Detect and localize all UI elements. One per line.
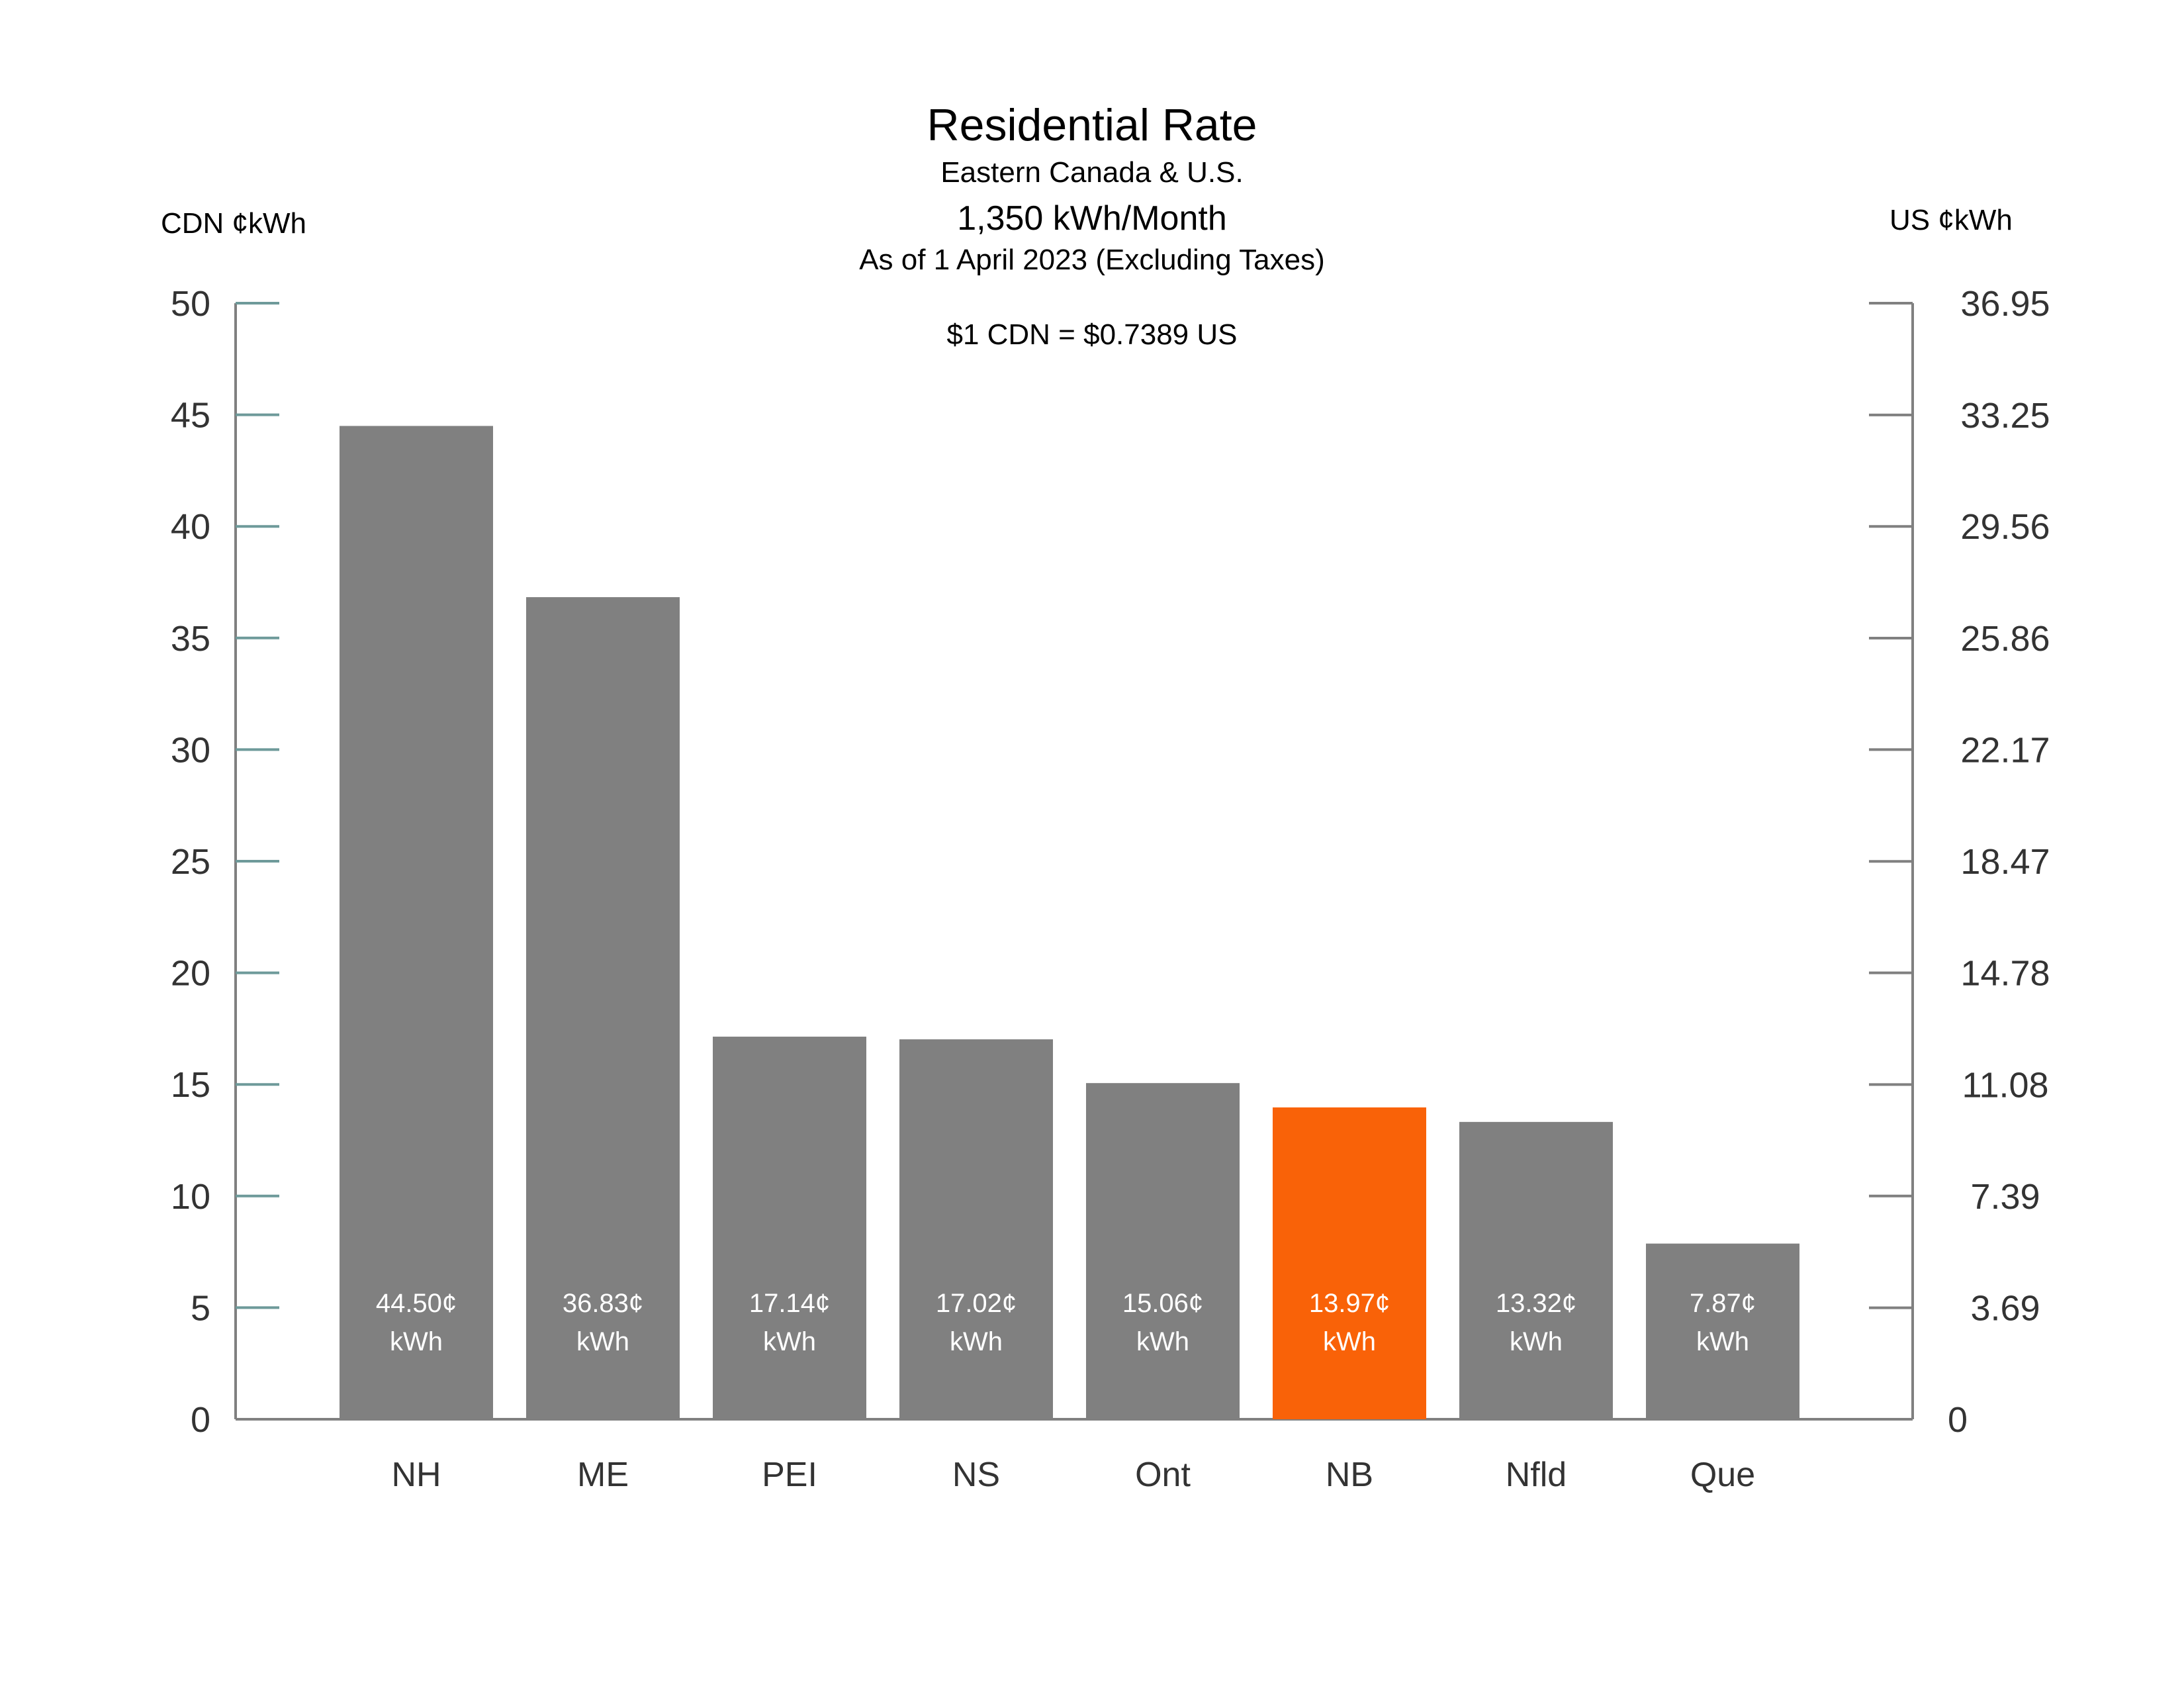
bar-unit-label: kWh: [763, 1327, 816, 1356]
category-label-ont: Ont: [1135, 1456, 1191, 1494]
bar-unit-label: kWh: [1136, 1327, 1189, 1356]
bar-unit-label: kWh: [1323, 1327, 1376, 1356]
category-labels: NH ME PEI NS Ont NB Nfld Que: [391, 1456, 1755, 1494]
bar-que: [1646, 1243, 1799, 1419]
exchange-rate-note: $1 CDN = $0.7389 US: [946, 318, 1237, 351]
right-tick-label: 22.17: [1960, 730, 2050, 770]
bar-value-label: 44.50¢: [376, 1289, 457, 1318]
bar-value-label: 13.97¢: [1309, 1289, 1390, 1318]
bar-ont: [1086, 1083, 1240, 1419]
left-axis-label: CDN ¢kWh: [161, 207, 306, 240]
right-tick-label: 33.25: [1960, 396, 2050, 436]
bar-unit-label: kWh: [1696, 1327, 1749, 1356]
chart-subtitle-usage: 1,350 kWh/Month: [957, 199, 1227, 238]
bar-nb: [1273, 1107, 1426, 1419]
bar-ns: [899, 1039, 1053, 1419]
right-tick-label: 36.95: [1960, 284, 2050, 324]
bars: 44.50¢ kWh 36.83¢ kWh 17.14¢ kWh 17.02¢ kWh 15.0…: [340, 426, 1799, 1420]
chart-subtitle-date: As of 1 April 2023 (Excluding Taxes): [859, 244, 1325, 276]
bar-nfld: [1459, 1121, 1613, 1419]
bar-unit-label: kWh: [1510, 1327, 1563, 1356]
category-label-me: ME: [577, 1456, 629, 1494]
left-tick-label: 50: [171, 284, 210, 324]
right-tick-label: 18.47: [1960, 842, 2050, 882]
category-label-nfld: Nfld: [1506, 1456, 1567, 1494]
left-tick-label: 20: [171, 954, 210, 994]
bar-pei: [713, 1037, 866, 1419]
chart-title: Residential Rate: [927, 100, 1257, 150]
left-tick-label: 5: [191, 1288, 210, 1328]
bar-unit-label: kWh: [576, 1327, 629, 1356]
chart-subtitle-region: Eastern Canada & U.S.: [940, 156, 1243, 189]
left-tick-label: 40: [171, 507, 210, 547]
bar-nh: [340, 426, 493, 1420]
bar-value-label: 7.87¢: [1690, 1289, 1756, 1318]
bar-value-label: 13.32¢: [1496, 1289, 1576, 1318]
category-label-que: Que: [1690, 1456, 1755, 1494]
right-tick-label: 3.69: [1970, 1289, 2040, 1329]
right-tick-label: 7.39: [1970, 1177, 2040, 1217]
bar-unit-label: kWh: [950, 1327, 1003, 1356]
bar-unit-label: kWh: [390, 1327, 443, 1356]
left-tick-label: 0: [191, 1400, 210, 1440]
right-tick-label: 0: [1948, 1400, 1968, 1440]
left-tick-label: 35: [171, 619, 210, 659]
right-axis-label: US ¢kWh: [1889, 204, 2013, 236]
bar-value-label: 17.14¢: [749, 1289, 830, 1318]
left-axis-ticks: 0 5 10 15 20 25 30 35 40 45 50: [171, 284, 279, 1440]
category-label-nb: NB: [1326, 1456, 1373, 1494]
right-tick-label: 29.56: [1960, 507, 2050, 547]
right-tick-label: 11.08: [1962, 1065, 2048, 1105]
right-tick-label: 14.78: [1960, 954, 2050, 994]
bar-value-label: 36.83¢: [563, 1289, 643, 1318]
left-tick-label: 45: [171, 396, 210, 436]
category-label-ns: NS: [952, 1456, 1000, 1494]
bar-me: [526, 597, 680, 1419]
category-label-pei: PEI: [762, 1456, 817, 1494]
right-axis-ticks: 0 3.69 7.39 11.08 14.78 18.47 22.17 25.86 29.56 3…: [1869, 284, 2050, 1440]
right-tick-label: 25.86: [1960, 619, 2050, 659]
bar-value-label: 17.02¢: [936, 1289, 1017, 1318]
left-tick-label: 10: [171, 1177, 210, 1217]
bar-value-label: 15.06¢: [1122, 1289, 1203, 1318]
left-tick-label: 15: [171, 1065, 210, 1105]
left-tick-label: 30: [171, 730, 210, 770]
category-label-nh: NH: [391, 1456, 441, 1494]
left-tick-label: 25: [171, 842, 210, 882]
